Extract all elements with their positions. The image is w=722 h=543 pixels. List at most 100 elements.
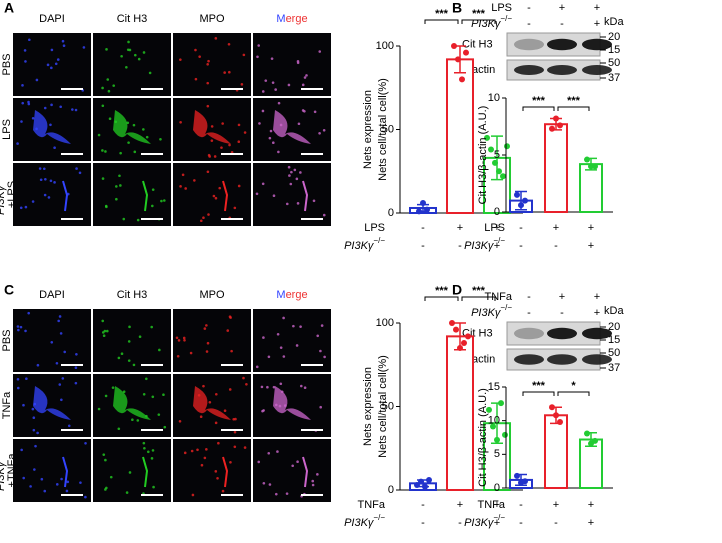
cell (61, 39, 65, 43)
cell (183, 339, 186, 342)
cell (282, 355, 286, 358)
cell (50, 66, 53, 70)
cell (28, 38, 31, 42)
row-label: PBS (1, 329, 13, 351)
condition-sign: + (588, 517, 594, 529)
cell (163, 199, 166, 202)
data-point (459, 76, 465, 83)
cell (237, 140, 241, 144)
data-point (449, 320, 455, 326)
cell (268, 136, 272, 140)
cell (279, 382, 283, 386)
cell (163, 425, 167, 429)
cell (175, 336, 179, 340)
cell (184, 187, 187, 190)
band (582, 354, 612, 365)
row-label: PI3Kγ−/− (0, 174, 7, 215)
cell (32, 428, 36, 432)
y-axis-label: Nets cell/total cell(%) (377, 355, 389, 458)
significance-bracket (424, 296, 459, 301)
cell (158, 348, 161, 352)
cell (311, 479, 315, 483)
panel-label: B (452, 0, 462, 16)
cell (291, 464, 294, 468)
condition-sign: + (559, 291, 565, 303)
cell (142, 128, 145, 131)
condition-name-sup: −/− (373, 236, 385, 245)
significance-label: *** (532, 95, 546, 107)
cell (272, 194, 276, 198)
data-point (426, 476, 432, 483)
cell (17, 328, 20, 332)
cell (322, 213, 326, 217)
cell (71, 108, 74, 111)
condition-sign: + (594, 18, 600, 30)
column-label: DAPI (39, 13, 65, 25)
cell (199, 415, 203, 419)
cell (242, 53, 246, 57)
y-tick-label: 5 (494, 448, 500, 460)
micrograph (173, 439, 251, 502)
micrograph (173, 98, 251, 161)
cell (56, 58, 60, 61)
band (514, 65, 544, 75)
column-label-part: erge (286, 289, 308, 301)
band-label: Cit H3 (462, 38, 493, 50)
condition-name: TNFa (485, 291, 513, 303)
cell (22, 403, 25, 407)
data-point (490, 423, 496, 430)
marker-label: 20 (608, 321, 620, 333)
y-tick-label: 0 (388, 207, 394, 219)
cell (262, 336, 265, 339)
data-point (461, 340, 467, 347)
cell (145, 377, 148, 381)
cell (237, 123, 241, 127)
cell (228, 143, 231, 147)
cell (16, 386, 20, 390)
cell (33, 468, 36, 471)
cell (125, 65, 128, 69)
cell (319, 349, 322, 353)
cell (27, 102, 31, 106)
condition-name: TNFa (358, 499, 386, 511)
condition-name-sup: −/− (373, 513, 385, 522)
data-point (592, 437, 598, 444)
condition-sign: - (519, 517, 523, 529)
condition-sign: + (559, 2, 565, 14)
cell (190, 449, 194, 453)
significance-bracket (461, 19, 496, 24)
condition-name: TNFa (478, 499, 506, 511)
cell (127, 340, 131, 343)
cell (301, 83, 305, 87)
cell (230, 151, 234, 154)
condition-sign: - (458, 240, 462, 252)
row-label-main: PI3Kγ (0, 460, 7, 491)
y-axis-label: Nets expression (362, 367, 374, 446)
cell (290, 170, 293, 174)
condition-name: PI3Kγ−/− (344, 513, 385, 529)
cell (214, 421, 218, 425)
marker-label: 20 (608, 31, 620, 43)
data-point (504, 143, 510, 150)
cell (237, 184, 241, 188)
cell (62, 44, 66, 47)
data-point (549, 404, 555, 411)
marker-label: 50 (608, 57, 620, 69)
data-point (492, 159, 498, 166)
data-point (424, 206, 430, 213)
net (33, 386, 71, 420)
marker-label: 50 (608, 347, 620, 359)
cell (84, 495, 87, 499)
cell (66, 480, 70, 484)
band (582, 38, 612, 51)
data-point (557, 419, 563, 426)
cell (119, 184, 122, 187)
cell (203, 456, 207, 460)
net (273, 110, 311, 144)
cell (127, 359, 131, 362)
cell (104, 204, 108, 208)
net (142, 180, 149, 212)
cell (19, 206, 23, 210)
cell (160, 199, 163, 203)
cell (159, 137, 162, 141)
